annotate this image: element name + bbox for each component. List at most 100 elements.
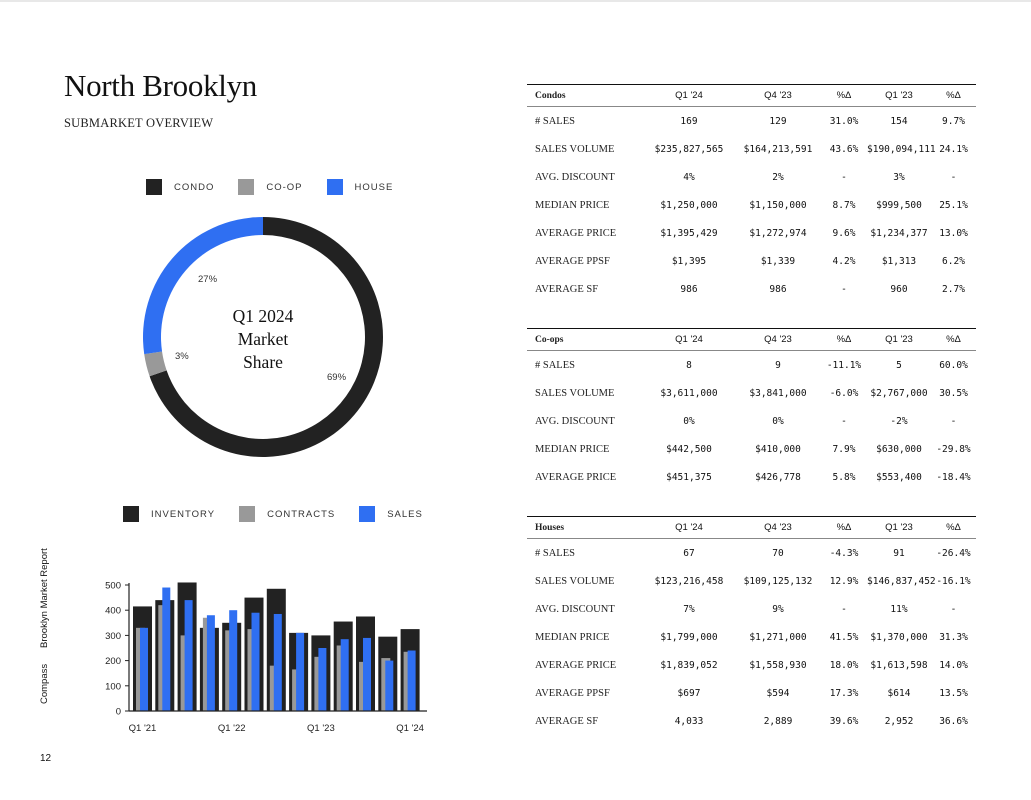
row-label: AVERAGE SF [535,283,599,295]
x-tick-label: Q1 '22 [218,723,246,734]
sales-bar [340,639,349,711]
row-label: # SALES [535,359,575,371]
table-cell: -11.1% [826,359,862,371]
coops-table: Co-ops Q1 '24 Q4 '23 %Δ Q1 '23 %Δ # SALES 8 9 -11… [527,328,976,491]
table-row-average-sf: AVERAGE SF 4,033 2,889 39.6% 2,952 36.6% [527,707,976,735]
column-header: Q4 '23 [764,90,792,101]
column-header: Q4 '23 [764,334,792,345]
table-cell: 36.6% [939,715,968,727]
row-label: AVERAGE PPSF [535,687,610,699]
table-row-median-price: MEDIAN PRICE $1,250,000 $1,150,000 8.7% $999… [527,191,976,219]
table-cell: 986 [769,283,787,295]
table-cell: 13.0% [939,227,968,239]
table-cell: $190,094,111 [867,143,936,155]
table-cell: - [841,603,847,615]
table-cell: $2,767,000 [870,387,928,399]
legend-label-condo: CONDO [174,181,215,193]
row-label: AVERAGE PRICE [535,471,617,483]
donut-label-condo: 69% [327,372,347,383]
table-cell: $1,558,930 [749,659,807,671]
column-header: %Δ [836,90,852,101]
table-row-average-price: AVERAGE PRICE $451,375 $426,778 5.8% $553,40… [527,463,976,491]
table-header: Houses Q1 '24 Q4 '23 %Δ Q1 '23 %Δ [527,516,976,539]
quarterly-activity-bar-chart: 0 100 200 300 400 500 Q1 '21 Q1 '22 Q1 '23 Q1 '24 [105,581,427,734]
table-row-median-price: MEDIAN PRICE $442,500 $410,000 7.9% $630,000… [527,435,976,463]
column-header: Q1 '24 [675,334,703,345]
column-header: Q4 '23 [764,522,792,533]
table-row-avg-discount: AVG. DISCOUNT 7% 9% - 11% - [527,595,976,623]
table-cell: $1,395,429 [660,227,718,239]
table-row-average-ppsf: AVERAGE PPSF $1,395 $1,339 4.2% $1,313 6.2% [527,247,976,275]
row-label: SALES VOLUME [535,387,615,399]
table-cell: 67 [683,547,695,559]
sales-bar [140,627,148,711]
legend-label-house: HOUSE [354,181,394,193]
y-tick-label: 100 [105,681,121,692]
table-cell: -26.4% [936,547,971,559]
table-cell: 129 [769,115,787,127]
row-label: SALES VOLUME [535,143,615,155]
table-cell: - [950,171,957,183]
table-cell: $1,370,000 [870,631,928,643]
table-cell: 5.8% [832,471,856,483]
table-cell: $1,271,000 [749,631,807,643]
y-tick-label: 400 [105,606,121,617]
sales-bar [273,613,282,711]
table-cell: 11% [890,603,908,615]
table-cell: 39.6% [829,715,859,727]
table-cell: $1,339 [760,255,796,267]
condos-table: Condos Q1 '24 Q4 '23 %Δ Q1 '23 %Δ # SALES 169 12… [527,84,976,303]
table-header: Co-ops Q1 '24 Q4 '23 %Δ Q1 '23 %Δ [527,328,976,351]
donut-center-line-1: Q1 2024 [232,306,294,326]
table-cell: 4,033 [674,715,704,727]
donut-slice-coop [144,351,167,377]
table-cell: $442,500 [666,443,712,455]
table-cell: 154 [890,115,908,127]
column-header: Q1 '23 [885,522,913,533]
table-cell: $1,799,000 [660,631,718,643]
table-cell: -4.3% [829,547,859,559]
houses-table: Houses Q1 '24 Q4 '23 %Δ Q1 '23 %Δ # SALES 67 70 -… [527,516,976,735]
table-cell: 7.9% [832,443,856,455]
table-cell: 9% [772,603,784,615]
table-cell: $1,839,052 [660,659,718,671]
legend-item-sales: SALES [359,506,423,522]
row-label: AVG. DISCOUNT [535,171,615,183]
sales-bar [229,610,238,711]
table-row-avg-discount: AVG. DISCOUNT 0% 0% - -2% - [527,407,976,435]
row-label: AVERAGE SF [535,715,599,727]
column-header: %Δ [946,522,961,533]
table-cell: 3% [893,171,905,183]
table-cell: 91 [893,547,905,559]
table-row-sales: # SALES 8 9 -11.1% 5 60.0% [527,351,976,379]
legend-item-contracts: CONTRACTS [239,506,335,522]
sidebar-report-name: Brooklyn Market Report [39,548,50,648]
legend-label-coop: CO-OP [266,181,303,193]
sales-bar [251,612,260,711]
legend-label-sales: SALES [387,508,423,520]
legend-label-inventory: INVENTORY [151,508,216,520]
table-row-average-ppsf: AVERAGE PPSF $697 $594 17.3% $614 13.5% [527,679,976,707]
x-tick-label: Q1 '21 [129,723,157,734]
table-cell: $146,837,452 [867,575,936,587]
table-cell: 5 [896,359,902,371]
sidebar-brand: Compass [39,663,50,704]
table-cell: -18.4% [936,471,971,483]
table-cell: 8.7% [832,199,856,211]
market-share-legend: CONDO CO-OP HOUSE [146,179,417,195]
row-label: AVERAGE PRICE [535,659,617,671]
table-row-sales-volume: SALES VOLUME $123,216,458 $109,125,132 12.9… [527,567,976,595]
row-label: AVG. DISCOUNT [535,415,615,427]
table-cell: $426,778 [755,471,801,483]
table-row-sales: # SALES 67 70 -4.3% 91 -26.4% [527,539,976,567]
table-cell: 12.9% [829,575,859,587]
table-cell: - [950,603,957,615]
row-label: MEDIAN PRICE [535,199,610,211]
table-cell: 6.2% [942,255,965,267]
column-header: %Δ [946,90,961,101]
legend-item-condo: CONDO [146,179,214,195]
table-cell: 30.5% [939,387,968,399]
table-row-sales: # SALES 169 129 31.0% 154 9.7% [527,107,976,135]
house-swatch [326,179,343,195]
column-header: %Δ [836,522,852,533]
